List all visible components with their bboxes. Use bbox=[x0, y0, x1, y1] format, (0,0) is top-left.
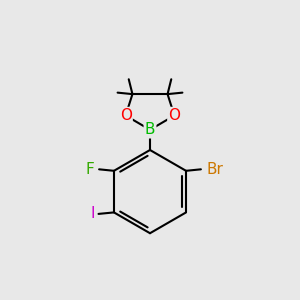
Text: F: F bbox=[85, 162, 94, 177]
Text: O: O bbox=[120, 108, 132, 123]
Text: B: B bbox=[145, 122, 155, 137]
Text: O: O bbox=[168, 108, 180, 123]
Text: I: I bbox=[90, 206, 95, 221]
Text: Br: Br bbox=[206, 162, 223, 177]
